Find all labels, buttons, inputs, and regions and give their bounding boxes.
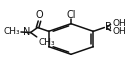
Text: OH: OH xyxy=(113,27,126,36)
Text: CH₃: CH₃ xyxy=(3,27,20,36)
Text: OH: OH xyxy=(113,19,126,28)
Text: O: O xyxy=(36,10,43,20)
Text: CH₃: CH₃ xyxy=(38,38,55,47)
Text: N: N xyxy=(23,28,30,38)
Text: B: B xyxy=(105,22,112,32)
Text: Cl: Cl xyxy=(66,10,76,20)
